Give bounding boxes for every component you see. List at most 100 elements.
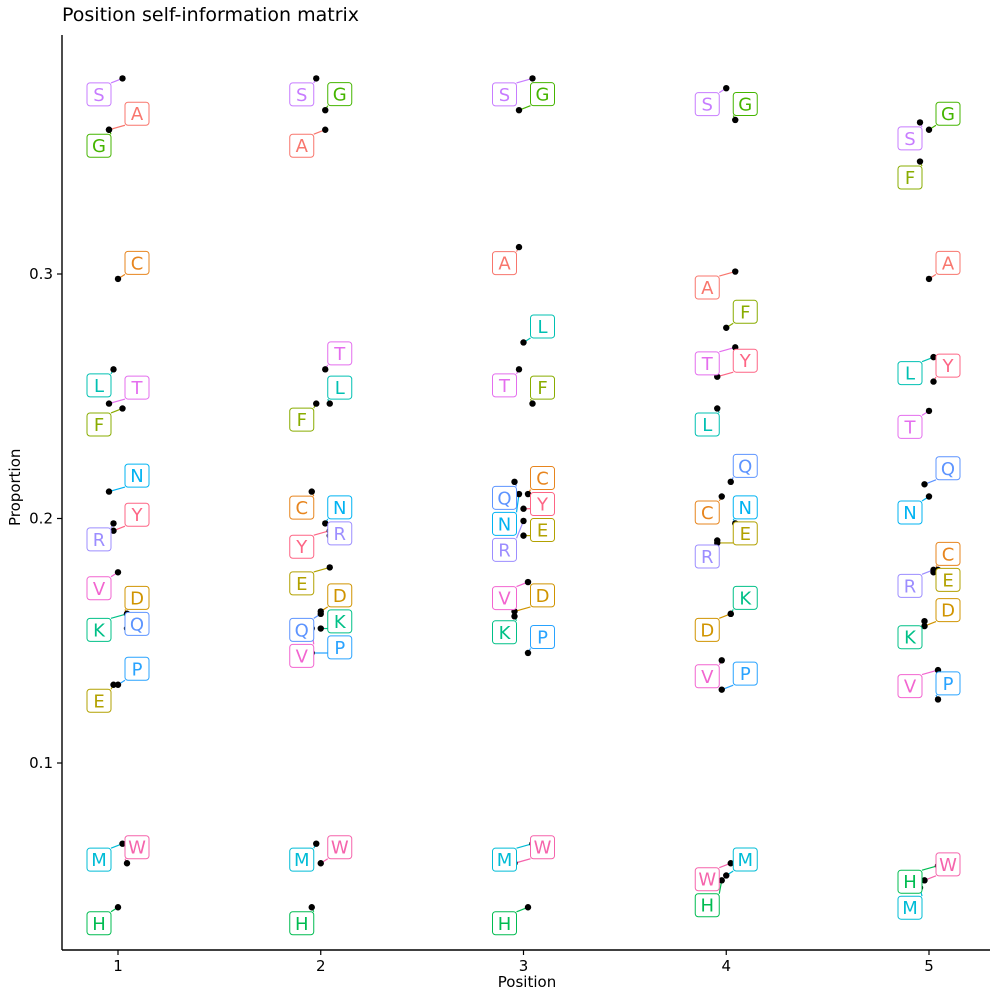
point-e-pos2	[326, 564, 333, 571]
label-box-s	[694, 92, 720, 117]
label-box-k	[897, 625, 923, 650]
label-text-p: P	[943, 674, 954, 695]
label-box-p	[124, 656, 150, 681]
point-f-pos2	[313, 400, 320, 407]
label-text-t: T	[498, 376, 511, 397]
label-text-y: Y	[739, 351, 752, 372]
label-box-m	[492, 847, 517, 872]
label-box-r	[897, 573, 923, 598]
label-connectors	[108, 77, 939, 913]
label-text-q: Q	[295, 620, 309, 641]
label-text-n: N	[739, 498, 752, 519]
point-r-pos1	[110, 520, 117, 527]
point-n-pos3	[515, 490, 523, 498]
point-s-pos3	[529, 75, 536, 82]
point-p-pos3	[524, 649, 532, 657]
point-g-pos4	[732, 116, 739, 124]
label-text-s: S	[93, 85, 104, 106]
label-box-p	[327, 635, 353, 660]
label-box-w	[530, 835, 555, 860]
label-box-w	[935, 852, 961, 877]
label-box-w	[124, 835, 150, 860]
label-text-l: L	[94, 376, 104, 397]
point-h-pos3	[524, 904, 532, 911]
y-axis-title: Proportion	[6, 448, 24, 526]
label-box-m	[897, 895, 923, 920]
label-text-n: N	[498, 514, 511, 535]
label-text-h: H	[498, 914, 512, 935]
point-p-pos1	[114, 681, 122, 688]
point-f-pos1	[119, 405, 126, 412]
label-box-s	[492, 82, 517, 107]
label-box-g	[327, 82, 353, 107]
label-text-g: G	[536, 85, 550, 106]
label-box-m	[86, 847, 112, 872]
label-text-q: Q	[941, 459, 955, 480]
y-tick-label: 0.2	[29, 510, 53, 528]
point-c-pos2	[308, 488, 315, 495]
point-d-pos5	[921, 622, 928, 630]
y-tick-label: 0.1	[29, 754, 53, 772]
point-e-pos3	[520, 532, 527, 539]
label-box-a	[492, 251, 517, 276]
label-box-q	[124, 611, 150, 636]
label-box-f	[86, 412, 112, 437]
label-box-q	[289, 617, 315, 642]
label-box-n	[732, 495, 758, 520]
point-l-pos3	[520, 339, 527, 346]
label-text-w: W	[534, 838, 552, 859]
label-text-m: M	[91, 850, 107, 871]
x-tick-label: 1	[113, 957, 123, 975]
label-text-h: H	[295, 914, 309, 935]
label-text-d: D	[333, 586, 347, 607]
x-tick-label: 3	[519, 957, 529, 975]
point-a-pos4	[732, 268, 739, 275]
label-box-a	[124, 101, 150, 126]
label-text-r: R	[498, 540, 511, 561]
label-text-f: F	[740, 302, 750, 323]
label-box-s	[289, 82, 315, 107]
label-box-s	[86, 82, 112, 107]
label-box-p	[530, 624, 555, 649]
label-text-a: A	[131, 104, 144, 125]
chart-axes: 0.1 0.2 0.3 1 2 3 4 5	[29, 35, 990, 975]
label-box-p	[732, 661, 758, 686]
label-text-c: C	[536, 469, 549, 490]
label-text-s: S	[904, 129, 915, 150]
label-text-v: V	[498, 589, 511, 610]
label-box-l	[327, 375, 353, 400]
label-text-l: L	[335, 378, 345, 399]
label-text-s: S	[296, 85, 307, 106]
label-box-h	[86, 911, 112, 936]
label-box-e	[86, 688, 112, 713]
label-text-a: A	[498, 254, 511, 275]
label-box-p	[935, 671, 961, 696]
point-y-pos5	[930, 378, 937, 385]
label-text-y: Y	[536, 495, 549, 516]
label-text-p: P	[132, 659, 143, 680]
point-c-pos1	[114, 275, 122, 283]
label-box-y	[124, 502, 150, 527]
label-text-t: T	[131, 378, 144, 399]
label-box-c	[530, 466, 555, 491]
label-box-d	[935, 598, 961, 623]
label-box-l	[530, 314, 555, 339]
label-text-k: K	[93, 620, 106, 641]
label-box-k	[732, 585, 758, 610]
label-text-c: C	[131, 253, 144, 274]
label-text-t: T	[904, 417, 917, 438]
point-f-pos4	[723, 324, 730, 331]
point-e-pos1	[110, 681, 117, 688]
label-box-t	[694, 351, 720, 376]
label-text-l: L	[702, 415, 712, 436]
label-box-r	[492, 537, 517, 562]
point-n-pos5	[925, 493, 933, 500]
label-text-r: R	[93, 530, 106, 551]
label-box-m	[289, 847, 315, 872]
label-box-h	[492, 911, 517, 936]
point-t-pos5	[925, 407, 933, 415]
label-text-c: C	[701, 503, 714, 524]
label-text-q: Q	[738, 456, 752, 477]
point-q-pos2	[317, 610, 324, 618]
label-text-m: M	[294, 850, 310, 871]
